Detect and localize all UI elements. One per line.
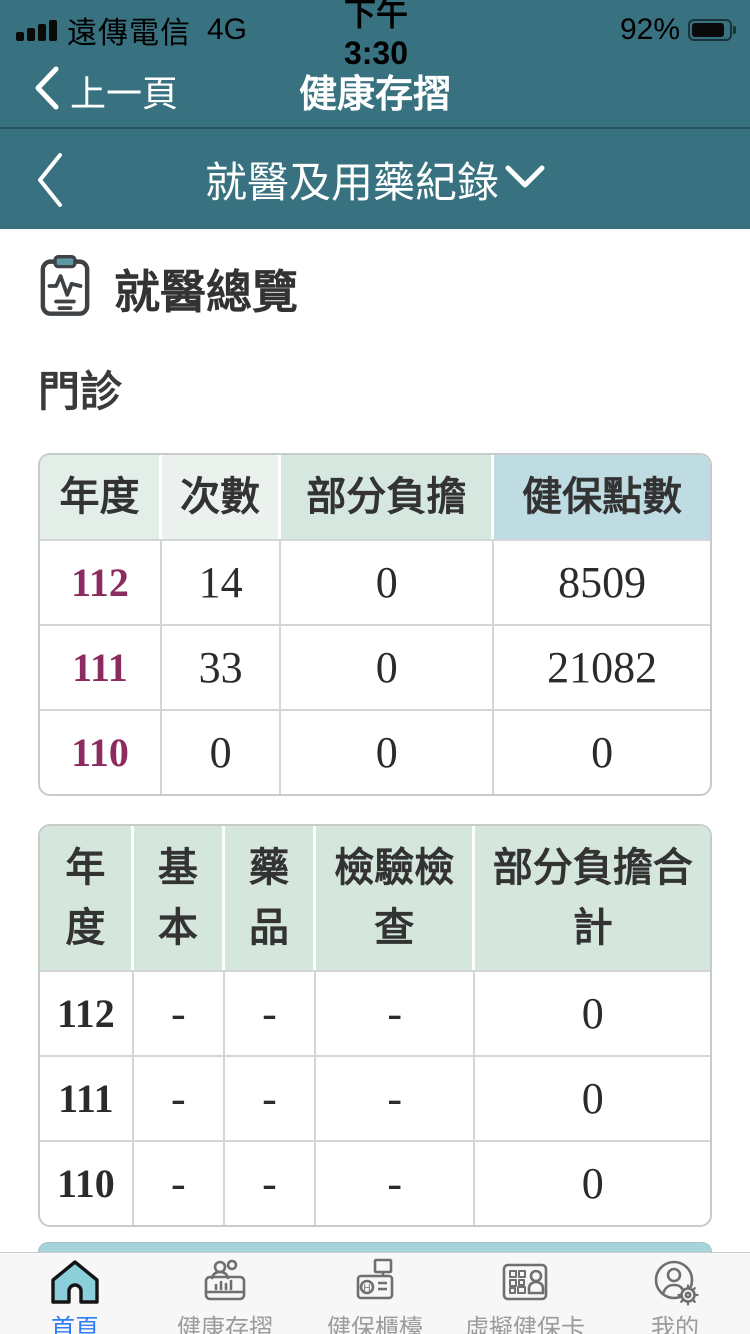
year-cell: 112	[40, 972, 134, 1055]
svg-text:H: H	[363, 1283, 370, 1294]
back-button-label: 上一頁	[70, 72, 179, 114]
tab-label: 健保櫃檯	[327, 1315, 423, 1334]
signal-icon	[16, 19, 57, 41]
outpatient-table: 年度 次數 部分負擔 健保點數 112 14 0 8509 111 33 0 2…	[38, 453, 712, 796]
table-cell: -	[225, 972, 317, 1055]
table-row: 112 14 0 8509	[40, 539, 710, 624]
table-header-row: 年度 次數 部分負擔 健保點數	[40, 455, 710, 539]
subnav-back-button[interactable]	[36, 151, 64, 214]
home-icon	[49, 1258, 101, 1306]
table-cell: 0	[581, 989, 604, 1038]
carrier-label: 遠傳電信	[67, 17, 191, 50]
column-header: 檢驗檢查	[316, 826, 476, 970]
profile-icon	[650, 1258, 700, 1306]
table-cell: 0	[162, 711, 282, 794]
battery-percent-label: 92%	[619, 13, 680, 46]
table-cell: -	[316, 1057, 476, 1140]
table-row: 111 33 0 21082	[40, 624, 710, 709]
table-cell: 0	[281, 711, 495, 794]
table-row: 112 - - - 0	[40, 970, 710, 1055]
table-cell: 21082	[547, 643, 658, 692]
tab-nhi-counter[interactable]: H 健保櫃檯	[300, 1253, 450, 1334]
year-cell: 110	[40, 711, 162, 794]
record-type-dropdown[interactable]: 就醫及用藥紀錄	[205, 149, 545, 210]
column-header: 年度	[40, 826, 134, 970]
table-cell: -	[316, 1142, 476, 1225]
record-type-label: 就醫及用藥紀錄	[204, 158, 499, 206]
table-row: 110 - - - 0	[40, 1140, 710, 1225]
battery-icon	[688, 19, 736, 41]
table-cell: 14	[162, 541, 282, 624]
passbook-icon	[200, 1258, 250, 1306]
section-title: 就醫總覽	[114, 265, 298, 318]
back-button[interactable]: 上一頁	[0, 65, 178, 117]
table-cell: 0	[591, 728, 614, 777]
table-cell: 0	[281, 626, 495, 709]
tab-label: 首頁	[51, 1315, 99, 1334]
table-cell: -	[316, 972, 476, 1055]
chevron-down-icon	[505, 164, 545, 195]
copay-table: 年度 基本 藥品 檢驗檢查 部分負擔合計 112 - - - 0 111 - -…	[38, 824, 712, 1227]
table-cell: -	[134, 1057, 225, 1140]
page-title: 健康存摺	[298, 74, 451, 116]
table-cell: 33	[162, 626, 282, 709]
top-teal-block: 遠傳電信 4G 下午3:30 92% 上一頁 健康存摺	[0, 0, 750, 129]
column-header: 次數	[161, 455, 282, 539]
tab-bar: 首頁 健康存摺	[0, 1252, 750, 1334]
tab-home[interactable]: 首頁	[0, 1253, 150, 1334]
clock-label: 下午3:30	[343, 0, 409, 71]
table-row: 110 0 0 0	[40, 709, 710, 794]
column-header: 年度	[40, 455, 162, 539]
counter-icon: H	[350, 1258, 400, 1306]
clipboard-pulse-icon	[38, 255, 92, 322]
table-cell: -	[134, 1142, 225, 1225]
tab-label: 健康存摺	[177, 1315, 273, 1334]
year-cell: 111	[40, 626, 162, 709]
tab-health-passbook[interactable]: 健康存摺	[150, 1253, 300, 1334]
virtual-card-icon	[499, 1258, 551, 1306]
year-cell: 112	[40, 541, 162, 624]
subsection-title: 門診	[38, 368, 123, 415]
year-cell: 110	[40, 1142, 134, 1225]
next-table-peek	[38, 1242, 712, 1252]
tab-my[interactable]: 我的	[600, 1253, 750, 1334]
network-type-label: 4G	[207, 13, 248, 46]
record-type-bar: 就醫及用藥紀錄	[0, 129, 750, 229]
column-header: 健保點數	[494, 455, 710, 539]
table-cell: 0	[281, 541, 495, 624]
table-cell: 0	[581, 1159, 604, 1208]
column-header: 部分負擔合計	[475, 826, 710, 970]
nav-bar: 上一頁 健康存摺	[0, 54, 750, 129]
column-header: 藥品	[224, 826, 317, 970]
table-cell: -	[225, 1142, 317, 1225]
table-cell: -	[134, 972, 225, 1055]
table-cell: 8509	[558, 558, 647, 607]
table-header-row: 年度 基本 藥品 檢驗檢查 部分負擔合計	[40, 826, 710, 970]
table-cell: 0	[581, 1074, 604, 1123]
column-header: 基本	[133, 826, 225, 970]
tab-label: 虛擬健保卡	[465, 1315, 585, 1334]
tab-virtual-card[interactable]: 虛擬健保卡	[450, 1253, 600, 1334]
year-cell: 111	[40, 1057, 134, 1140]
table-cell: -	[225, 1057, 317, 1140]
content-area: 就醫總覽 門診 年度 次數 部分負擔 健保點數 112 14 0 8509 11…	[0, 255, 750, 1227]
table-row: 111 - - - 0	[40, 1055, 710, 1140]
chevron-left-icon	[34, 66, 60, 115]
tab-label: 我的	[651, 1315, 699, 1334]
status-bar: 遠傳電信 4G 下午3:30 92%	[0, 0, 750, 71]
column-header: 部分負擔	[281, 455, 495, 539]
